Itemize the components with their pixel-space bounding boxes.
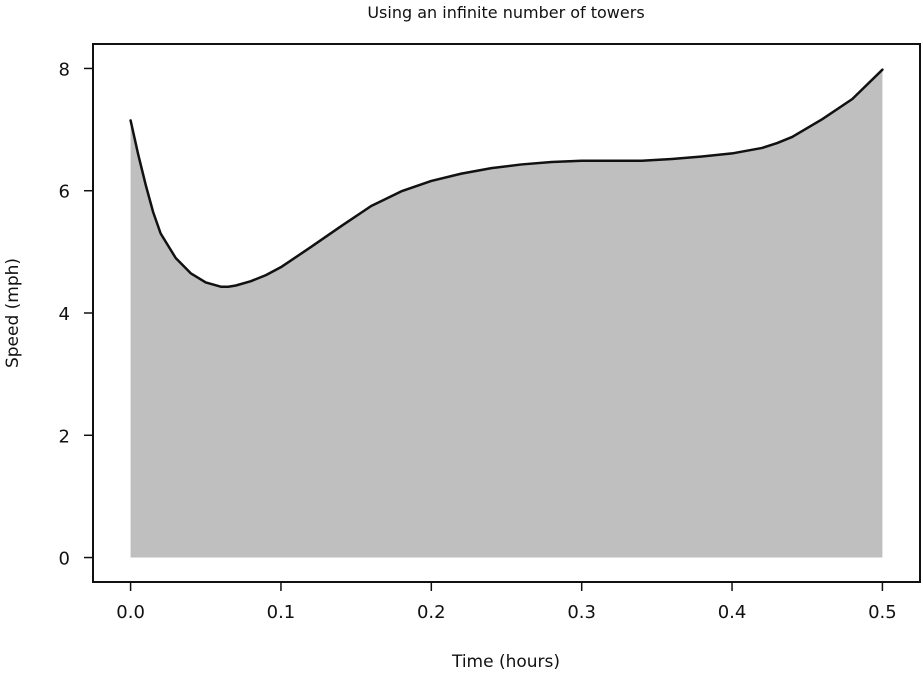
chart-title: Using an infinite number of towers: [367, 3, 644, 22]
x-tick-label: 0.3: [567, 602, 596, 623]
plot-area: [129, 68, 884, 558]
x-tick-label: 0.1: [267, 602, 296, 623]
speed-area-fill: [130, 69, 883, 558]
y-tick-label: 2: [59, 426, 70, 447]
y-axis: 0 2 4 6 8: [59, 59, 93, 570]
x-axis: 0.0 0.1 0.2 0.3 0.4 0.5: [116, 582, 897, 623]
y-tick-label: 6: [59, 182, 70, 203]
y-tick-label: 8: [59, 59, 70, 80]
y-tick-label: 0: [59, 549, 70, 570]
x-tick-label: 0.5: [868, 602, 897, 623]
x-tick-label: 0.0: [116, 602, 145, 623]
x-tick-label: 0.4: [718, 602, 747, 623]
x-tick-label: 0.2: [417, 602, 446, 623]
y-axis-label: Speed (mph): [3, 258, 23, 368]
x-axis-label: Time (hours): [451, 652, 560, 672]
speed-curve-line: [129, 68, 884, 288]
y-tick-label: 4: [59, 304, 70, 325]
